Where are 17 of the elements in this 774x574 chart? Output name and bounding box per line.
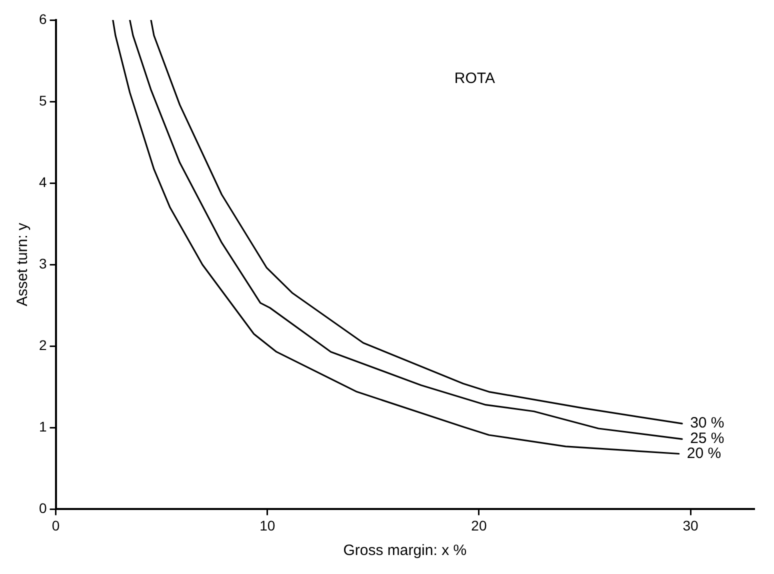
- series-label: 20 %: [686, 444, 722, 462]
- x-tick-label: 20: [471, 517, 487, 534]
- series-label: 25 %: [690, 430, 724, 448]
- x-axis-title: Gross margin: x %: [343, 542, 467, 560]
- y-tick-label: 3: [38, 255, 47, 272]
- y-tick-label: 4: [38, 174, 47, 190]
- x-tick-label: 30: [682, 517, 699, 534]
- y-tick-label: 6: [38, 10, 47, 27]
- series-label: 30 %: [690, 414, 724, 432]
- x-tick-label: 0: [52, 517, 60, 534]
- y-axis-title: Asset turn: y: [14, 222, 32, 306]
- x-tick-label: 10: [260, 517, 276, 534]
- y-tick-label: 5: [38, 92, 47, 108]
- text: ROTA: [454, 70, 495, 87]
- y-tick-label: 0: [38, 500, 47, 516]
- y-tick-label: 2: [38, 336, 47, 353]
- y-tick-label: 1: [38, 418, 47, 435]
